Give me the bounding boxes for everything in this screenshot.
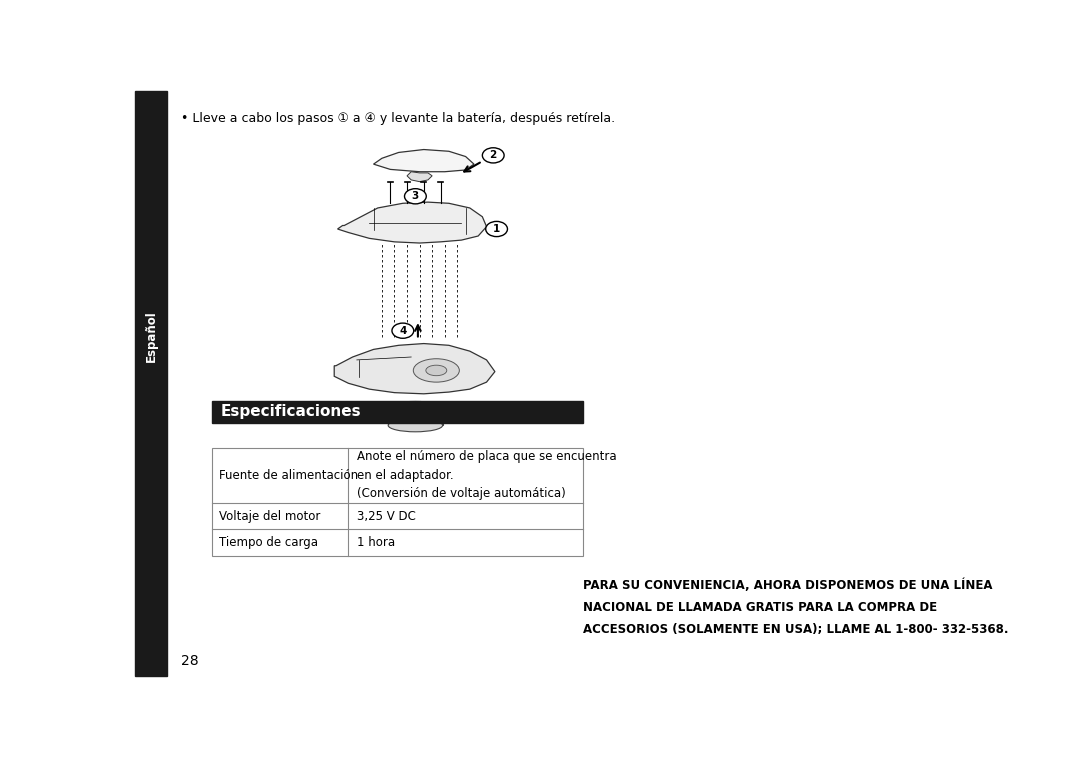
Ellipse shape xyxy=(388,402,443,414)
Text: 4: 4 xyxy=(400,326,406,335)
Bar xyxy=(135,91,166,676)
Text: (Conversión de voltaje automática): (Conversión de voltaje automática) xyxy=(356,487,566,500)
Polygon shape xyxy=(407,172,432,181)
Text: en el adaptador.: en el adaptador. xyxy=(356,469,454,482)
Polygon shape xyxy=(374,150,474,172)
Text: 1: 1 xyxy=(492,224,500,234)
Bar xyxy=(212,401,583,423)
Ellipse shape xyxy=(414,359,459,382)
Circle shape xyxy=(392,323,414,339)
Text: Anote el número de placa que se encuentra: Anote el número de placa que se encuentr… xyxy=(356,450,617,463)
Text: PARA SU CONVENIENCIA, AHORA DISPONEMOS DE UNA LÍNEA: PARA SU CONVENIENCIA, AHORA DISPONEMOS D… xyxy=(583,578,993,592)
Text: 28: 28 xyxy=(181,654,199,668)
Text: ACCESORIOS (SOLAMENTE EN USA); LLAME AL 1-800- 332-5368.: ACCESORIOS (SOLAMENTE EN USA); LLAME AL … xyxy=(583,623,1009,636)
Text: Tiempo de carga: Tiempo de carga xyxy=(218,536,318,549)
Circle shape xyxy=(486,222,508,237)
Ellipse shape xyxy=(426,365,447,376)
Text: 2: 2 xyxy=(489,150,497,160)
Text: Voltaje del motor: Voltaje del motor xyxy=(218,510,320,523)
Text: NACIONAL DE LLAMADA GRATIS PARA LA COMPRA DE: NACIONAL DE LLAMADA GRATIS PARA LA COMPR… xyxy=(583,600,937,613)
Text: • Lleve a cabo los pasos ① a ④ y levante la batería, después retírela.: • Lleve a cabo los pasos ① a ④ y levante… xyxy=(181,112,616,124)
Circle shape xyxy=(483,148,504,163)
Bar xyxy=(388,408,443,425)
Bar xyxy=(212,448,583,556)
Circle shape xyxy=(405,189,427,204)
Text: 3,25 V DC: 3,25 V DC xyxy=(356,510,416,523)
Text: Especificaciones: Especificaciones xyxy=(220,405,361,420)
Text: 3: 3 xyxy=(411,191,419,201)
Polygon shape xyxy=(334,344,495,394)
Ellipse shape xyxy=(388,419,443,432)
Text: Fuente de alimentación: Fuente de alimentación xyxy=(218,469,357,482)
Text: Español: Español xyxy=(145,310,158,362)
Text: 1 hora: 1 hora xyxy=(356,536,395,549)
Polygon shape xyxy=(338,202,486,243)
